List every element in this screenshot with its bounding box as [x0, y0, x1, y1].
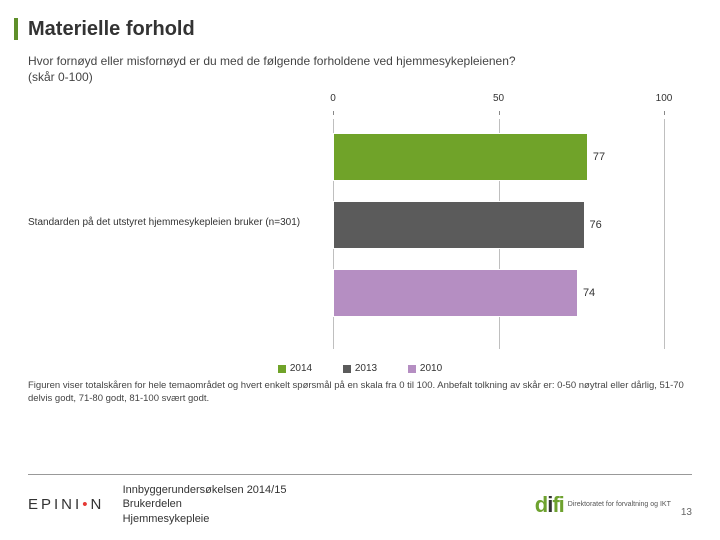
survey-line: Hjemmesykepleie — [123, 512, 287, 526]
survey-line: Brukerdelen — [123, 497, 287, 511]
x-axis-ticks — [333, 111, 664, 115]
accent-bar — [14, 18, 18, 40]
bars-area: 77 76 74 — [333, 119, 664, 349]
xtick-label: 50 — [493, 93, 504, 104]
epinion-logo: EPINI•N — [28, 496, 104, 513]
subtitle: Hvor fornøyd eller misfornøyd er du med … — [28, 53, 528, 85]
bar-value-label: 76 — [590, 219, 602, 231]
bar-row-2010: 74 — [333, 269, 664, 317]
difi-logo: difi Direktoratet for forvaltning og IKT… — [535, 492, 692, 518]
bar-2010: 74 — [333, 269, 578, 317]
footer: EPINI•N Innbyggerundersøkelsen 2014/15 B… — [28, 474, 692, 526]
legend-item-2010: 2010 — [408, 363, 442, 374]
page-number: 13 — [681, 507, 692, 518]
bar-value-label: 77 — [593, 151, 605, 163]
chart: Standarden på det utstyret hjemmesykeple… — [28, 93, 692, 353]
caption: Figuren viser totalskåren for hele temao… — [28, 380, 692, 406]
difi-subtitle: Direktoratet for forvaltning og IKT — [568, 501, 671, 508]
bar-2014: 77 — [333, 133, 588, 181]
legend-label: 2014 — [290, 363, 312, 374]
category-label: Standarden på det utstyret hjemmesykeple… — [28, 217, 328, 229]
swatch-2014 — [278, 365, 286, 373]
legend-item-2014: 2014 — [278, 363, 312, 374]
plot-area: 0 50 100 77 76 74 — [333, 93, 664, 353]
legend: 2014 2013 2010 — [28, 363, 692, 374]
swatch-2010 — [408, 365, 416, 373]
swatch-2013 — [343, 365, 351, 373]
bar-2013: 76 — [333, 201, 585, 249]
gridline — [664, 119, 665, 349]
legend-label: 2013 — [355, 363, 377, 374]
bar-value-label: 74 — [583, 287, 595, 299]
xtick-label: 100 — [656, 93, 673, 104]
legend-item-2013: 2013 — [343, 363, 377, 374]
survey-info: Innbyggerundersøkelsen 2014/15 Brukerdel… — [123, 483, 287, 526]
x-axis-labels: 0 50 100 — [333, 93, 664, 111]
legend-label: 2010 — [420, 363, 442, 374]
survey-line: Innbyggerundersøkelsen 2014/15 — [123, 483, 287, 497]
bar-row-2013: 76 — [333, 201, 664, 249]
bar-row-2014: 77 — [333, 133, 664, 181]
page-title: Materielle forhold — [28, 18, 692, 41]
xtick-label: 0 — [330, 93, 336, 104]
